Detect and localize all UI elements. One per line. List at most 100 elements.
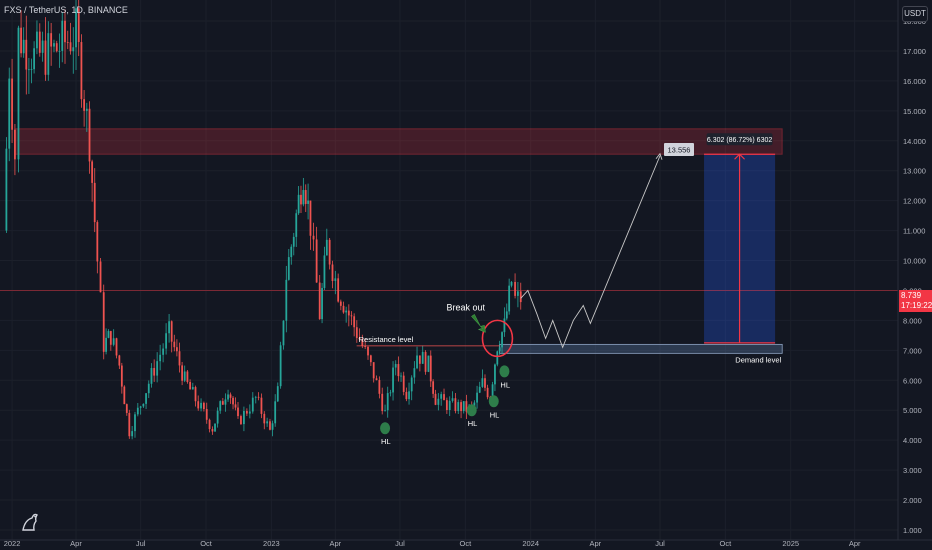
higher-low-label: HL bbox=[490, 410, 500, 419]
candle-body bbox=[30, 69, 33, 70]
candle-body bbox=[115, 338, 118, 356]
price-tick-label: 8.000 bbox=[903, 316, 922, 325]
candle-body bbox=[312, 235, 315, 240]
candle-body bbox=[424, 351, 427, 372]
price-tick-label: 6.000 bbox=[903, 376, 922, 385]
demand-label: Demand level bbox=[735, 355, 781, 364]
price-tick-label: 7.000 bbox=[903, 346, 922, 355]
candle-body bbox=[200, 402, 202, 409]
price-tick-label: 5.000 bbox=[903, 406, 922, 415]
candle-body bbox=[96, 222, 99, 262]
candlestick-series bbox=[5, 0, 522, 440]
resistance-zone bbox=[14, 128, 783, 155]
time-axis[interactable]: 2022 Apr Jul Oct 2023 Apr Jul Oct 2024 Apr Jul Oct 2… bbox=[0, 539, 932, 548]
candle-body bbox=[64, 20, 66, 43]
candle-body bbox=[38, 31, 41, 53]
candle-body bbox=[27, 69, 30, 71]
price-tick-label: 11.000 bbox=[903, 227, 925, 236]
higher-low-marker bbox=[488, 395, 499, 408]
candle-body bbox=[367, 346, 369, 356]
candle-body bbox=[297, 194, 300, 214]
candle-body bbox=[462, 401, 465, 412]
candle-body bbox=[102, 292, 105, 352]
candle-body bbox=[309, 200, 312, 236]
candle-body bbox=[208, 419, 211, 430]
candle-body bbox=[307, 200, 309, 204]
candle-body bbox=[402, 375, 405, 392]
time-tick-label: Apr bbox=[849, 539, 861, 548]
currency-selector[interactable]: USDT bbox=[902, 6, 928, 22]
candle-body bbox=[394, 364, 397, 368]
candle-body bbox=[432, 381, 435, 394]
candle-body bbox=[274, 401, 277, 424]
candle-body bbox=[505, 311, 508, 319]
time-tick-label: Apr bbox=[329, 539, 341, 548]
price-axis[interactable]: 1.000 2.000 3.000 4.000 5.000 6.000 7.000 8.000… bbox=[897, 0, 926, 540]
resistance-label: Resistance level bbox=[359, 335, 414, 344]
candle-body bbox=[328, 239, 331, 265]
time-tick-label: Oct bbox=[460, 539, 473, 548]
time-tick-label: 2024 bbox=[522, 539, 539, 548]
candle-body bbox=[20, 27, 22, 54]
candle-body bbox=[61, 20, 64, 51]
tradingview-logo-icon[interactable] bbox=[20, 512, 42, 532]
candle-body bbox=[491, 384, 494, 400]
candle-body bbox=[118, 355, 121, 366]
candle-body bbox=[176, 347, 178, 352]
last-price-badge: 8.739 17:19:22 bbox=[899, 290, 932, 312]
candle-body bbox=[290, 246, 293, 258]
candle-body bbox=[240, 416, 242, 425]
candle-body bbox=[93, 182, 96, 223]
time-tick-label: Apr bbox=[70, 539, 82, 548]
candle-body bbox=[287, 257, 290, 280]
candle-body bbox=[83, 99, 86, 111]
candle-body bbox=[214, 423, 216, 432]
candle-body bbox=[245, 410, 248, 414]
time-tick-label: 2022 bbox=[4, 539, 21, 548]
candle-body bbox=[150, 368, 153, 384]
higher-low-marker bbox=[380, 422, 391, 435]
candle-body bbox=[123, 386, 126, 405]
candle-body bbox=[80, 42, 83, 100]
candle-body bbox=[237, 407, 239, 417]
candle-body bbox=[421, 351, 424, 364]
candle-body bbox=[355, 327, 358, 338]
candle-body bbox=[429, 355, 432, 382]
price-tick-label: 3.000 bbox=[903, 466, 922, 475]
candle-body bbox=[381, 393, 384, 412]
candle-body bbox=[276, 386, 279, 402]
candle-body bbox=[178, 351, 181, 366]
time-tick-label: 2025 bbox=[782, 539, 799, 548]
candle-body bbox=[219, 401, 222, 411]
candle-body bbox=[440, 394, 443, 399]
price-tick-label: 10.000 bbox=[903, 257, 926, 266]
candle-body bbox=[498, 347, 501, 352]
candle-body bbox=[41, 40, 44, 53]
candle-body bbox=[416, 355, 418, 369]
price-tick-label: 13.000 bbox=[903, 167, 926, 176]
candle-body bbox=[271, 423, 274, 430]
higher-low-label: HL bbox=[500, 380, 510, 389]
candle-body bbox=[234, 404, 237, 408]
price-tick-label: 1.000 bbox=[903, 526, 922, 535]
candle-body bbox=[263, 413, 266, 424]
candle-body bbox=[254, 396, 257, 398]
candle-body bbox=[47, 33, 50, 75]
candle-body bbox=[25, 39, 28, 70]
annotation-overlay: Resistance level Demand level Break out HL H… bbox=[356, 133, 781, 446]
candle-body bbox=[448, 400, 451, 411]
candle-body bbox=[386, 393, 389, 411]
candle-body bbox=[162, 348, 165, 355]
candle-body bbox=[295, 213, 298, 237]
candle-body bbox=[191, 387, 194, 390]
higher-low-marker bbox=[499, 365, 510, 378]
candle-body bbox=[413, 368, 416, 378]
candle-body bbox=[304, 190, 307, 204]
candle-body bbox=[369, 355, 372, 363]
candle-body bbox=[282, 320, 285, 346]
measure-arrow-icon bbox=[734, 153, 745, 160]
candle-body bbox=[451, 398, 454, 401]
last-price-value: 8.739 bbox=[901, 291, 922, 300]
candle-body bbox=[75, 8, 77, 48]
